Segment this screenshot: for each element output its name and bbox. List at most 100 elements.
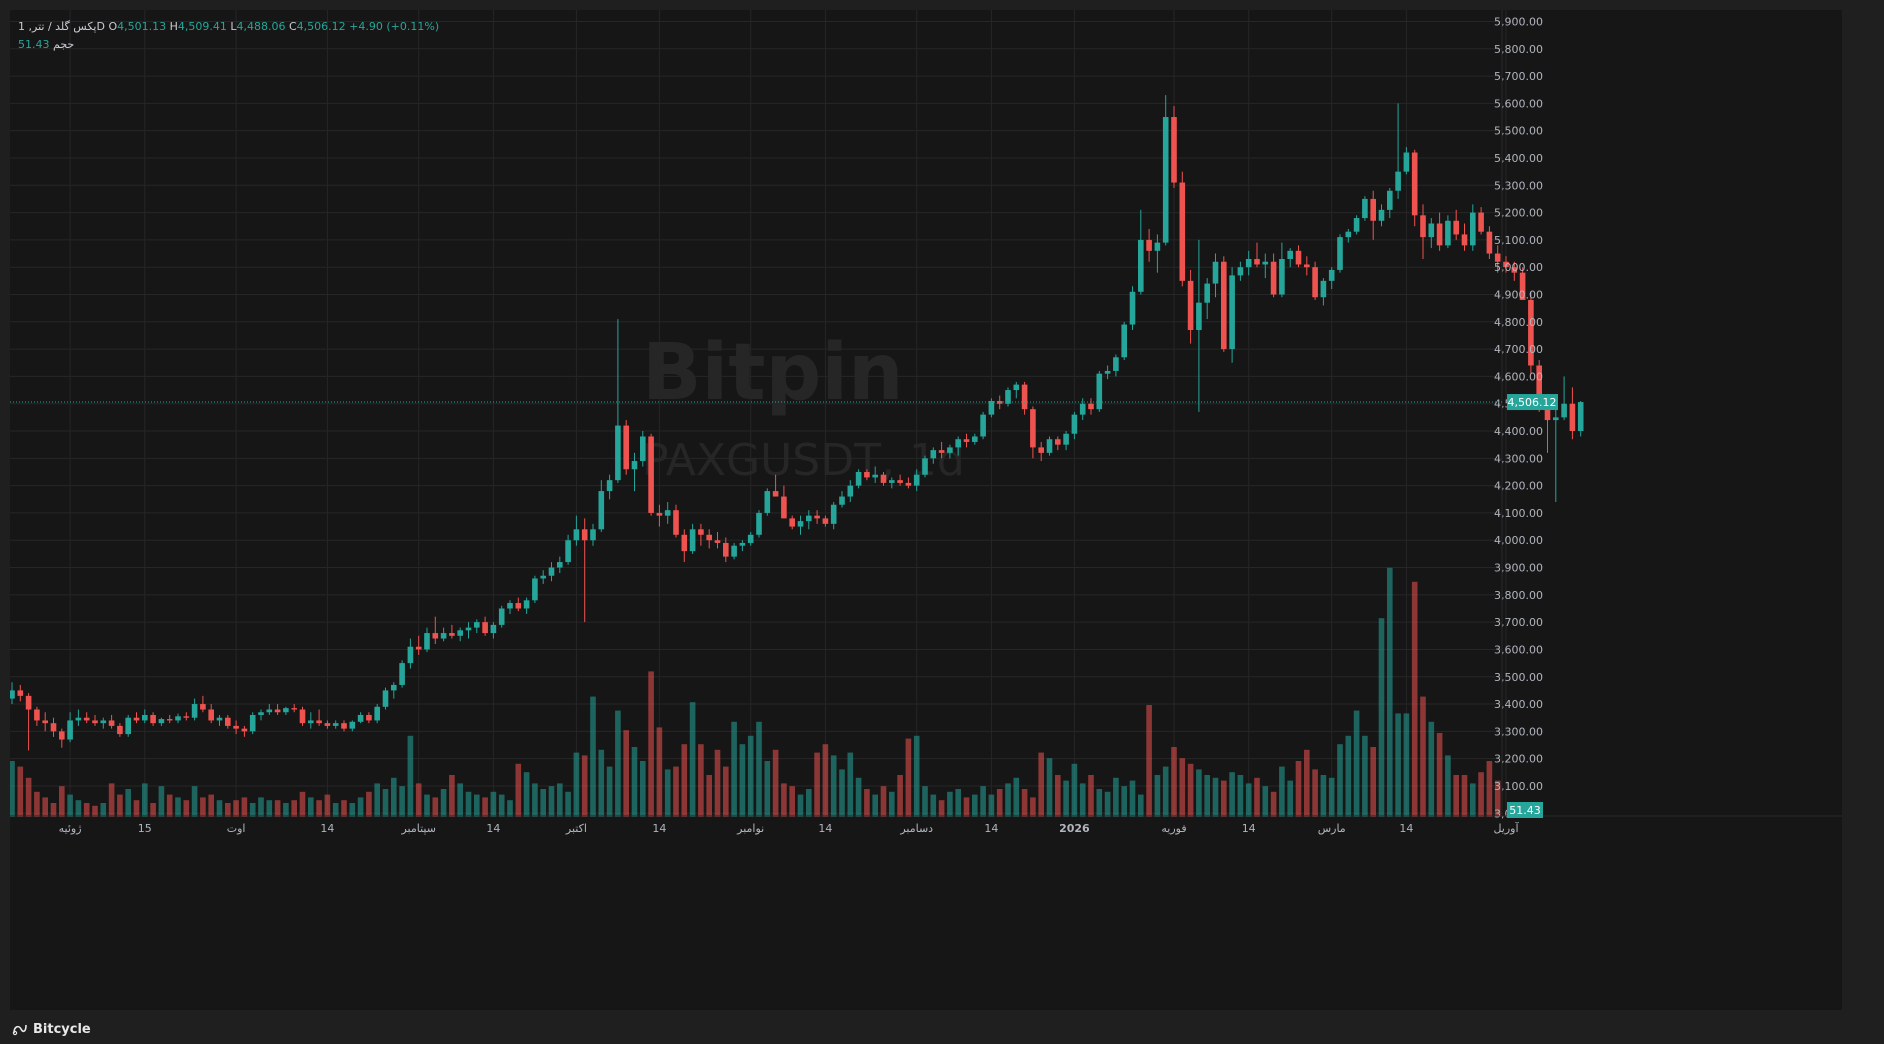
candle	[507, 600, 513, 614]
candle	[1262, 253, 1269, 279]
candle	[806, 510, 812, 530]
candle	[457, 627, 463, 642]
candle	[1353, 215, 1360, 235]
candle-body	[1561, 403, 1567, 418]
volume-bar	[606, 766, 613, 817]
volume-bar	[996, 789, 1003, 817]
candle	[1154, 234, 1161, 273]
candle-body	[150, 714, 156, 724]
candle-body	[415, 646, 422, 650]
candle	[1046, 436, 1053, 456]
candle	[366, 712, 372, 724]
volume-bar	[474, 794, 480, 817]
candle-body	[382, 690, 389, 707]
candle	[930, 447, 937, 464]
candle-body	[1328, 269, 1335, 281]
candle	[1254, 242, 1260, 268]
candle	[872, 466, 878, 483]
y-tick-label: 5,000.00	[1494, 261, 1543, 274]
volume-bar	[1162, 766, 1169, 817]
candle-body	[1503, 261, 1509, 268]
price-chart[interactable]: 5,900.00 5,800.00 5,700.00 5,600.00 5,500.00…	[10, 10, 1842, 1010]
x-tick-label: 14	[652, 822, 666, 835]
candle	[1461, 223, 1468, 251]
volume-bar	[1245, 783, 1252, 817]
candle-body	[938, 450, 945, 453]
volume-bar	[814, 752, 820, 817]
volume-bar	[1129, 780, 1136, 817]
candle	[274, 704, 281, 715]
volume-bar	[1055, 775, 1061, 817]
candle	[299, 706, 306, 726]
candle-body	[540, 575, 546, 579]
candle	[1187, 269, 1194, 344]
legend-volume-label: حجم	[53, 38, 75, 51]
candle	[249, 712, 256, 735]
candle-body	[457, 630, 463, 636]
candle	[996, 395, 1003, 410]
candle-body	[913, 474, 920, 486]
volume-bar	[557, 783, 563, 817]
candle-body	[1461, 234, 1468, 246]
candle-body	[1104, 370, 1111, 374]
candle-body	[573, 529, 580, 541]
volume-bar	[374, 783, 380, 817]
candle	[266, 704, 273, 715]
candle	[606, 474, 613, 500]
candle-body	[797, 521, 804, 527]
volume-bar	[1428, 721, 1435, 817]
y-tick-label: 3,900.00	[1494, 562, 1543, 575]
candle	[698, 523, 704, 546]
footer-logo[interactable]: Bitcycle	[12, 1022, 91, 1037]
candle-body	[10, 690, 15, 699]
candle	[1553, 409, 1559, 503]
volume-bar	[573, 752, 580, 817]
candle	[216, 714, 223, 726]
candle-body	[996, 400, 1003, 404]
candle-body	[349, 721, 356, 729]
candle-body	[855, 471, 862, 486]
candle	[1486, 226, 1493, 260]
candle-body	[258, 712, 264, 715]
volume-bar	[739, 744, 746, 817]
candle	[1503, 256, 1509, 273]
legend-low-label: L	[230, 20, 237, 33]
axis-layer: 5,900.00 5,800.00 5,700.00 5,600.00 5,500.00…	[10, 10, 1842, 835]
volume-bar	[988, 794, 995, 817]
candle	[382, 687, 389, 710]
candle-body	[1577, 402, 1584, 432]
candle-body	[357, 714, 364, 722]
volume-bar	[341, 800, 347, 817]
candle	[1071, 411, 1078, 440]
candle-body	[1071, 414, 1078, 434]
volume-bar	[200, 797, 206, 817]
candle	[830, 502, 837, 530]
candle	[590, 523, 596, 546]
x-tick-label: 14	[486, 822, 500, 835]
candle	[789, 515, 795, 530]
candle	[706, 529, 712, 549]
volume-bar	[59, 786, 65, 817]
volume-bar	[50, 803, 57, 817]
x-tick-label: 14	[818, 822, 832, 835]
candle-body	[1113, 357, 1119, 371]
candle-body	[623, 425, 629, 470]
candle-body	[341, 723, 347, 729]
x-tick-label: ژوئیه	[59, 822, 82, 835]
candle	[133, 712, 140, 724]
volume-bar	[1021, 789, 1028, 817]
candle-body	[233, 725, 239, 729]
candle-body	[449, 633, 455, 636]
chart-frame[interactable]: Bitpin PAXGUSDT, 1d 5,900.00 5,800.00 5,70…	[10, 10, 1842, 1010]
candle	[640, 431, 646, 467]
candle	[938, 441, 945, 459]
candle-body	[407, 646, 414, 664]
volume-bar	[1221, 780, 1227, 817]
candle-body	[1486, 231, 1493, 254]
candle-body	[324, 723, 331, 726]
legend-volume-row: حجم 51.43	[18, 36, 439, 54]
candle	[822, 515, 829, 527]
candle-body	[1470, 212, 1476, 246]
candle	[656, 504, 663, 527]
candle	[963, 433, 970, 448]
